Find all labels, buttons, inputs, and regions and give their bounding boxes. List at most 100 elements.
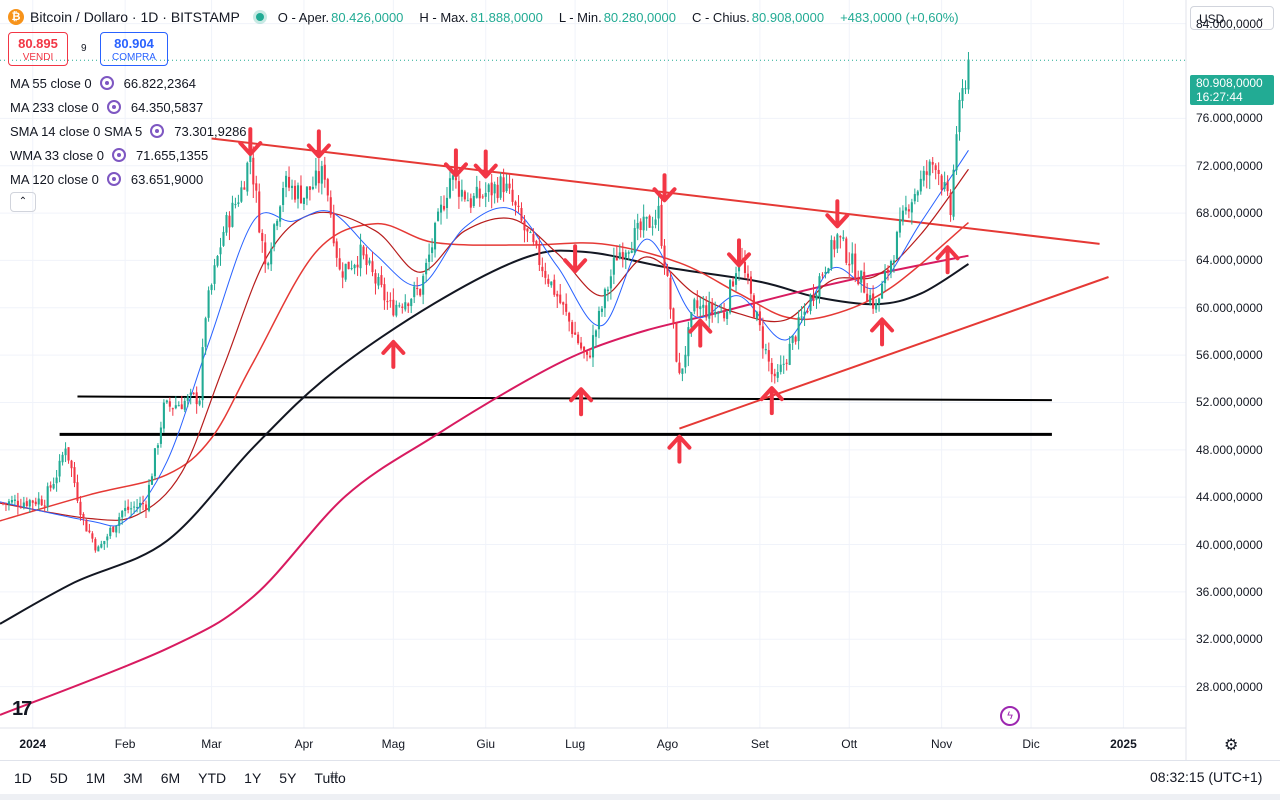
candle-body: [967, 59, 970, 90]
candle-body: [824, 271, 827, 274]
candle-body: [404, 302, 407, 310]
indicator-settings-icon[interactable]: [106, 100, 121, 114]
candle-body: [249, 155, 252, 162]
candle-body: [228, 215, 231, 228]
collapse-legend-button[interactable]: ⌃: [10, 192, 36, 212]
candle-body: [660, 204, 663, 246]
candle-body: [344, 263, 347, 280]
chevron-down-icon: ⌄: [1255, 12, 1265, 24]
candle-body: [165, 400, 168, 403]
candle-body: [285, 175, 288, 188]
timeframe-5y[interactable]: 5Y: [279, 769, 297, 786]
candle-body: [121, 510, 124, 518]
gear-icon[interactable]: ⚙: [1224, 737, 1239, 754]
timeframe-1y[interactable]: 1Y: [244, 769, 262, 786]
timeframe-1m[interactable]: 1M: [85, 769, 106, 786]
ma-line: [0, 168, 969, 521]
y-tick-label: 60.000,0000: [1196, 300, 1263, 315]
indicator-row-wma33[interactable]: WMA 33 close 0 71.655,1355: [10, 145, 208, 165]
y-tick-label: 36.000,0000: [1196, 584, 1263, 599]
candle-body: [851, 253, 854, 265]
candle-body: [732, 281, 735, 287]
candle-body: [383, 284, 386, 301]
candle-body: [574, 332, 577, 335]
buy-button[interactable]: 80.904 COMPRA: [100, 32, 168, 66]
candle-body: [690, 312, 693, 328]
indicator-row-ma233[interactable]: MA 233 close 0 64.350,5837: [10, 97, 203, 117]
arrow-head: [759, 386, 784, 402]
indicator-settings-icon[interactable]: [99, 76, 114, 90]
candle-body: [791, 335, 794, 343]
close-value: 80.908,0000: [751, 9, 825, 25]
indicator-settings-icon[interactable]: [150, 124, 165, 138]
candle-body: [875, 303, 878, 310]
y-tick-label: 84.000,0000: [1196, 16, 1263, 31]
timeframe-5d[interactable]: 5D: [49, 769, 68, 786]
candle-body: [541, 266, 544, 272]
indicator-row-ma55[interactable]: MA 55 close 0 66.822,2364: [10, 73, 196, 93]
sell-button[interactable]: 80.895 VENDI: [8, 32, 68, 66]
indicator-row-sma14[interactable]: SMA 14 close 0 SMA 5 73.301,9286: [10, 121, 247, 141]
candle-body: [234, 204, 237, 206]
lightning-icon[interactable]: ϟ: [1000, 706, 1020, 726]
symbol-header[interactable]: ₿ Bitcoin / Dollaro · 1D · BITSTAMP O - …: [8, 6, 959, 28]
indicator-value: 66.822,2364: [123, 75, 196, 91]
candle-body: [475, 186, 478, 198]
candle-body: [514, 201, 517, 206]
candle-body: [764, 348, 767, 351]
candle-body: [931, 162, 934, 165]
arrow-head: [870, 317, 895, 333]
x-tick-label: Apr: [294, 737, 314, 751]
candle-body: [505, 183, 508, 192]
candle-body: [40, 499, 43, 506]
candle-body: [603, 289, 606, 309]
last-price-tag: 80.908,0000 16:27:44: [1190, 75, 1274, 105]
candle-body: [654, 219, 657, 225]
timeframe-1d[interactable]: 1D: [14, 769, 32, 786]
candle-body: [535, 241, 538, 245]
timeframe-3m[interactable]: 3M: [123, 769, 143, 786]
candle-body: [25, 501, 28, 506]
candle-body: [311, 186, 314, 190]
candle-body: [335, 241, 338, 258]
candle-body: [618, 252, 621, 259]
clock-display[interactable]: 08:32:15 (UTC+1): [1150, 769, 1263, 785]
candle-body: [115, 525, 118, 533]
candle-body: [773, 373, 776, 377]
candle-body: [4, 503, 8, 505]
candle-body: [675, 323, 678, 362]
candle-body: [34, 501, 37, 505]
ma-line: [0, 221, 969, 522]
candle-body: [869, 295, 872, 303]
candle-body: [91, 533, 94, 539]
candle-body: [666, 268, 669, 276]
candle-body: [70, 460, 73, 469]
indicator-settings-icon[interactable]: [111, 148, 126, 162]
timeframe-all[interactable]: Tutto: [314, 769, 346, 786]
candle-body: [684, 354, 687, 368]
currency-select[interactable]: USD ⌄: [1190, 6, 1274, 30]
candle-body: [463, 191, 466, 200]
indicator-settings-icon[interactable]: [106, 172, 121, 186]
x-tick-label: Mag: [381, 737, 406, 751]
candle-body: [52, 484, 55, 489]
candle-body: [952, 169, 955, 217]
calendar-icon[interactable]: ⌗: [330, 767, 339, 784]
candle-body: [612, 257, 615, 275]
candle-body: [779, 364, 782, 372]
candle-body: [657, 205, 660, 219]
timeframe-6m[interactable]: 6M: [160, 769, 181, 786]
candle-body: [696, 300, 699, 309]
tradingview-logo[interactable]: 17: [12, 698, 32, 720]
candle-body: [431, 247, 434, 254]
candle-body: [61, 454, 64, 463]
low-label: L - Min.: [558, 9, 602, 25]
candle-body: [112, 526, 115, 533]
candle-body: [520, 208, 523, 221]
indicator-name: WMA 33 close 0: [10, 147, 104, 163]
indicator-row-ma120[interactable]: MA 120 close 0 63.651,9000: [10, 169, 203, 189]
candle-body: [854, 253, 857, 280]
buy-label: COMPRA: [112, 52, 156, 63]
timeframe-ytd[interactable]: YTD: [198, 769, 227, 786]
